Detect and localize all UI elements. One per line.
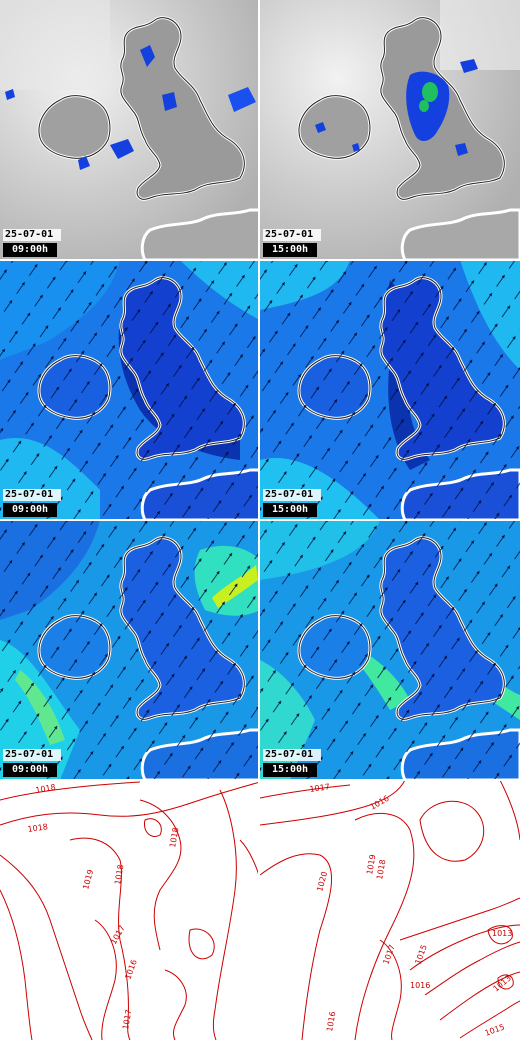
pressure-map-panel-left: 1018 1018 1018 1019 1018 1017 1016 1017 <box>0 780 260 1040</box>
isobar-label: 1016 <box>410 981 430 990</box>
date-label: 25-07-01 <box>3 749 61 761</box>
wind-map-high-panel-0900: 25-07-01 09:00h <box>0 520 260 780</box>
horizontal-divider <box>0 779 520 781</box>
horizontal-divider <box>0 259 520 261</box>
isobar-label: 1017 <box>121 1009 133 1031</box>
isobar-label: 1018 <box>375 859 387 881</box>
isobar-label: 1018 <box>168 827 180 849</box>
time-label: 15:00h <box>263 763 317 777</box>
time-label: 15:00h <box>263 503 317 517</box>
timestamp: 25-07-01 09:00h <box>3 489 61 517</box>
date-label: 25-07-01 <box>3 489 61 501</box>
isobar-label: 1018 <box>113 864 125 886</box>
pressure-map-panel-right: 1017 1016 1020 1019 1018 1017 1015 1013 … <box>260 780 520 1040</box>
time-label: 09:00h <box>3 243 57 257</box>
horizontal-divider <box>0 519 520 521</box>
precip-map-panel-0900: 25-07-01 09:00h <box>0 0 260 260</box>
timestamp: 25-07-01 09:00h <box>3 229 61 257</box>
timestamp: 25-07-01 15:00h <box>263 489 321 517</box>
precip-map-panel-1500: 25-07-01 15:00h <box>260 0 520 260</box>
timestamp: 25-07-01 15:00h <box>263 749 321 777</box>
wind-map-high-1500 <box>260 520 520 780</box>
date-label: 25-07-01 <box>263 749 321 761</box>
precip-map-0900 <box>0 0 260 260</box>
precip-map-1500 <box>260 0 520 260</box>
wind-map-high-0900 <box>0 520 260 780</box>
time-label: 09:00h <box>3 763 57 777</box>
date-label: 25-07-01 <box>3 229 61 241</box>
isobar-label: 1017 <box>309 782 330 794</box>
pressure-isobar-map-right: 1017 1016 1020 1019 1018 1017 1015 1013 … <box>260 780 520 1040</box>
time-label: 09:00h <box>3 503 57 517</box>
isobar-label: 1018 <box>35 783 57 795</box>
isobar-label: 1019 <box>365 854 377 876</box>
isobar-label: 1016 <box>325 1011 337 1033</box>
timestamp: 25-07-01 15:00h <box>263 229 321 257</box>
date-label: 25-07-01 <box>263 489 321 501</box>
isobar-label: 1013 <box>492 929 512 938</box>
wind-map-high-panel-1500: 25-07-01 15:00h <box>260 520 520 780</box>
time-label: 15:00h <box>263 243 317 257</box>
pressure-isobar-map-left: 1018 1018 1018 1019 1018 1017 1016 1017 <box>0 780 260 1040</box>
wind-map-low-0900 <box>0 260 260 520</box>
wind-map-low-panel-1500: 25-07-01 15:00h <box>260 260 520 520</box>
date-label: 25-07-01 <box>263 229 321 241</box>
wind-map-low-1500 <box>260 260 520 520</box>
isobar-label: 1018 <box>27 822 48 834</box>
wind-map-low-panel-0900: 25-07-01 09:00h <box>0 260 260 520</box>
timestamp: 25-07-01 09:00h <box>3 749 61 777</box>
